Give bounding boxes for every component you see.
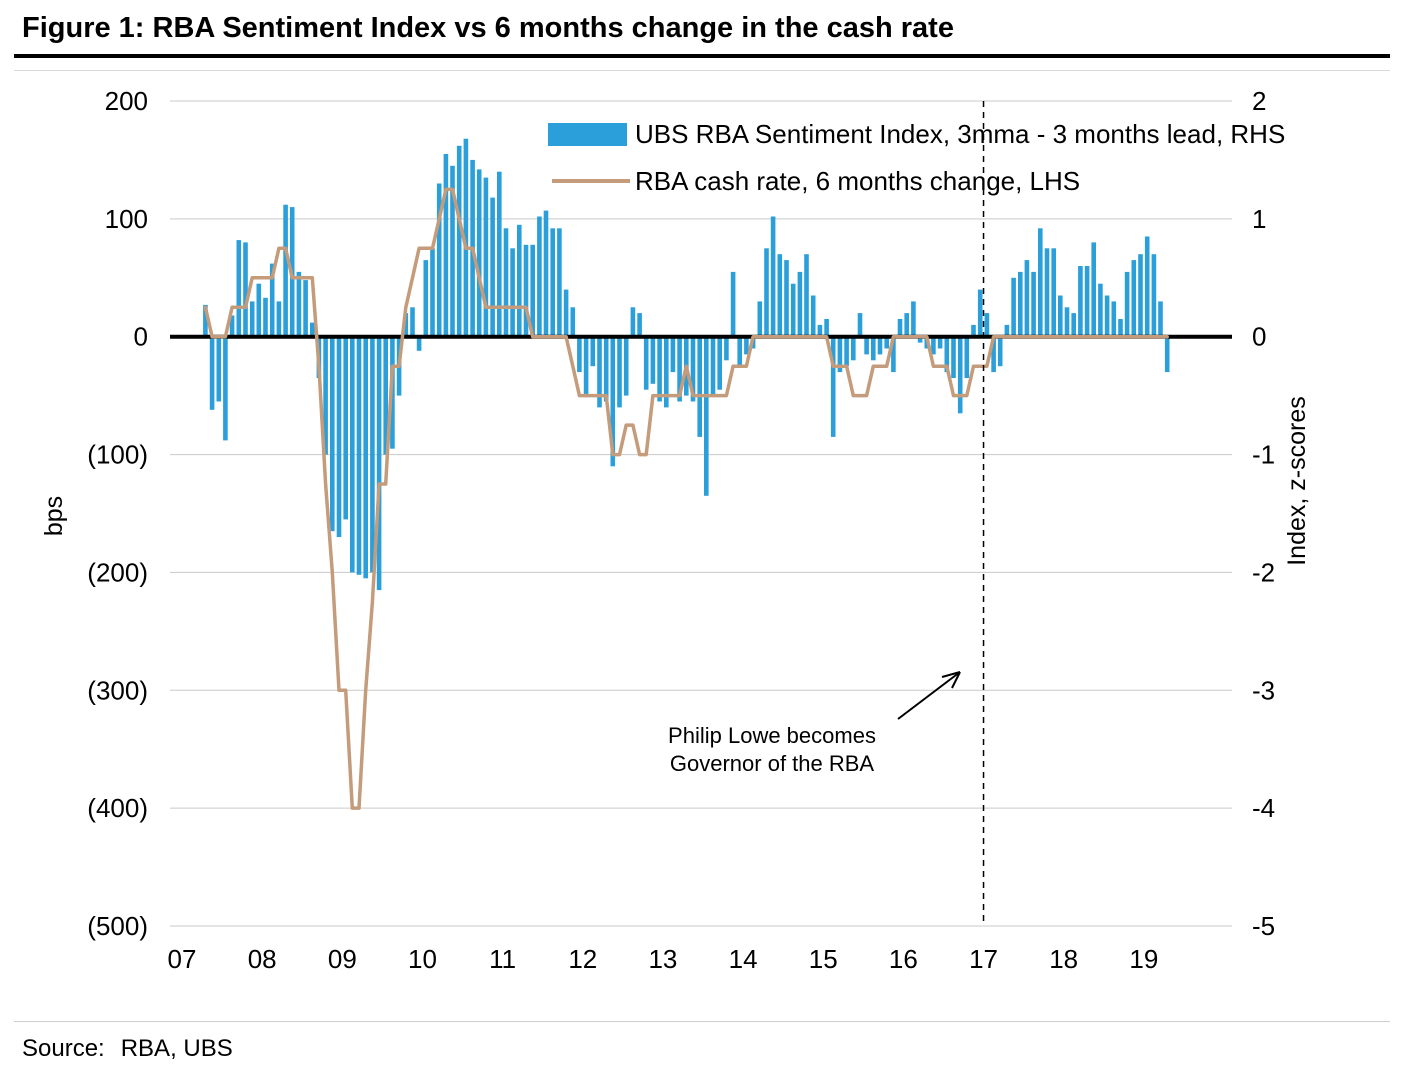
legend-line-label: RBA cash rate, 6 months change, LHS xyxy=(635,166,1080,196)
chart-area: 200 2 100 1 0 0 (100) -1 (200) -2 (300) -3 (400) -4 (5… xyxy=(0,71,1404,1021)
axis-titles: bps Index, z-scores xyxy=(40,396,1311,566)
figure-title: Figure 1: RBA Sentiment Index vs 6 month… xyxy=(22,12,954,44)
svg-text:15: 15 xyxy=(809,944,838,974)
legend-bar-swatch xyxy=(548,123,627,146)
source-footer: Source: RBA, UBS xyxy=(14,1021,1390,1063)
svg-text:10: 10 xyxy=(408,944,437,974)
svg-text:09: 09 xyxy=(328,944,357,974)
svg-text:08: 08 xyxy=(248,944,277,974)
svg-text:2: 2 xyxy=(1252,86,1266,116)
svg-text:13: 13 xyxy=(648,944,677,974)
svg-text:-4: -4 xyxy=(1252,793,1275,823)
cash-rate-line xyxy=(203,187,1169,810)
annotation: Philip Lowe becomes Governor of the RBA xyxy=(668,671,961,776)
svg-text:07: 07 xyxy=(168,944,197,974)
svg-text:16: 16 xyxy=(889,944,918,974)
svg-text:bps: bps xyxy=(40,496,68,536)
svg-text:-2: -2 xyxy=(1252,557,1275,587)
svg-text:(400): (400) xyxy=(87,793,148,823)
svg-text:11: 11 xyxy=(489,944,516,974)
svg-text:1: 1 xyxy=(1252,204,1266,234)
svg-text:200: 200 xyxy=(105,86,148,116)
source-label: Source: xyxy=(22,1035,105,1062)
svg-text:0: 0 xyxy=(134,322,148,352)
svg-text:0: 0 xyxy=(1252,322,1266,352)
svg-text:(200): (200) xyxy=(87,557,148,587)
source-value: RBA, UBS xyxy=(120,1035,233,1062)
svg-text:18: 18 xyxy=(1049,944,1078,974)
svg-text:(500): (500) xyxy=(87,911,148,941)
svg-text:14: 14 xyxy=(729,944,758,974)
svg-text:Governor of the RBA: Governor of the RBA xyxy=(670,751,875,776)
annotation-arrowhead xyxy=(941,671,961,689)
legend-bar-label: UBS RBA Sentiment Index, 3mma - 3 months… xyxy=(635,119,1285,149)
svg-text:Index, z-scores: Index, z-scores xyxy=(1283,396,1311,566)
svg-text:Philip Lowe becomes: Philip Lowe becomes xyxy=(668,723,876,748)
svg-text:17: 17 xyxy=(969,944,998,974)
svg-text:-5: -5 xyxy=(1252,911,1275,941)
svg-text:19: 19 xyxy=(1129,944,1158,974)
svg-text:-1: -1 xyxy=(1252,440,1275,470)
header-separator xyxy=(14,70,1390,71)
legend: UBS RBA Sentiment Index, 3mma - 3 months… xyxy=(548,119,1285,196)
svg-text:(300): (300) xyxy=(87,675,148,705)
svg-text:(100): (100) xyxy=(87,440,148,470)
title-underline xyxy=(14,54,1390,58)
annotation-arrow xyxy=(897,671,961,720)
figure-header: Figure 1: RBA Sentiment Index vs 6 month… xyxy=(0,0,1404,71)
svg-text:100: 100 xyxy=(105,204,148,234)
svg-text:12: 12 xyxy=(568,944,597,974)
svg-text:-3: -3 xyxy=(1252,675,1275,705)
x-axis-tick-labels: 07 08 09 10 11 12 13 14 15 16 17 18 19 xyxy=(168,944,1159,974)
bars-series xyxy=(203,138,1170,591)
